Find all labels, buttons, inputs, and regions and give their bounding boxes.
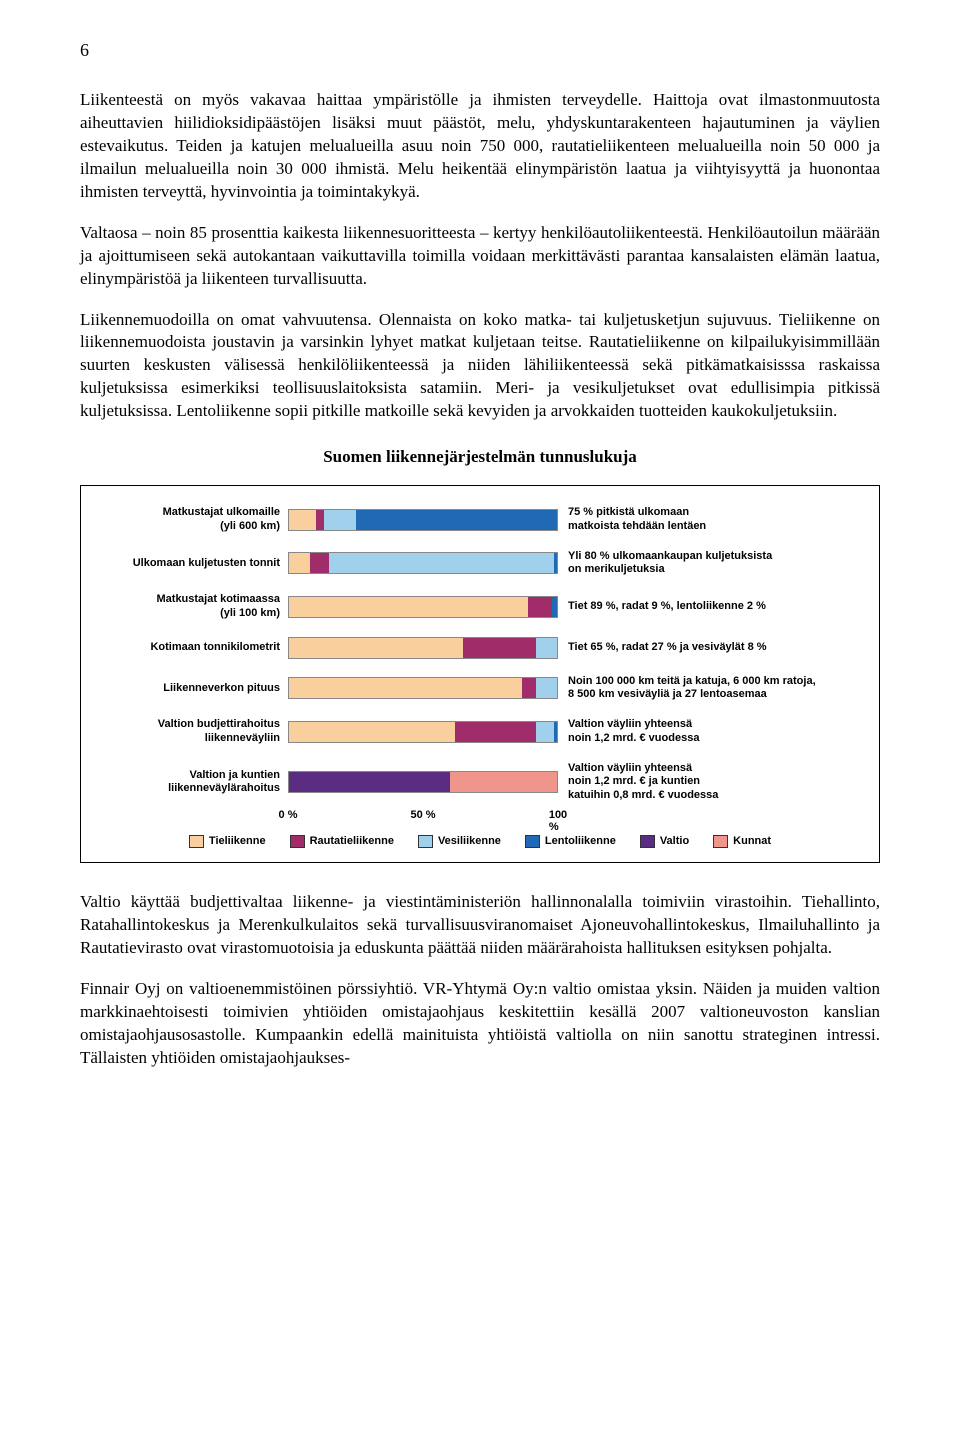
chart-rows: Matkustajat ulkomaille(yli 600 km) 75 % p… [95,506,865,803]
chart-container: Matkustajat ulkomaille(yli 600 km) 75 % p… [80,485,880,863]
chart-row: Ulkomaan kuljetusten tonnit Yli 80 % ulko… [95,550,865,578]
bar-segment [552,597,557,617]
paragraph: Liikennemuodoilla on omat vahvuutensa. O… [80,309,880,424]
bar-segment [289,772,450,792]
row-annotation: Noin 100 000 km teitä ja katuja, 6 000 k… [558,675,865,703]
bar-segment [536,638,557,658]
bar-segment [310,553,329,573]
row-annotation: Valtion väyliin yhteensänoin 1,2 mrd. € … [558,762,865,803]
row-label: Valtion ja kuntienliikenneväylärahoitus [95,769,288,797]
paragraph: Finnair Oyj on valtioenemmistöinen pörss… [80,978,880,1070]
paragraph: Liikenteestä on myös vakavaa haittaa ymp… [80,89,880,204]
document-page: 6 Liikenteestä on myös vakavaa haittaa y… [0,0,960,1128]
legend-label: Vesiliikenne [438,835,501,847]
bar-segment [536,678,557,698]
legend-item: Valtio [640,835,689,848]
bar-track [288,509,558,531]
axis-tick: 50 % [410,809,435,821]
legend-label: Lentoliikenne [545,835,616,847]
legend-item: Lentoliikenne [525,835,616,848]
paragraph: Valtaosa – noin 85 prosenttia kaikesta l… [80,222,880,291]
row-label: Ulkomaan kuljetusten tonnit [95,557,288,571]
row-annotation: 75 % pitkistä ulkomaanmatkoista tehdään … [558,506,865,534]
row-annotation: Yli 80 % ulkomaankaupan kuljetuksistaon … [558,550,865,578]
legend-swatch [290,835,305,848]
axis-tick: 0 % [279,809,298,821]
bar-segment [289,510,316,530]
bar-segment [356,510,557,530]
legend-label: Tieliikenne [209,835,266,847]
bar-track [288,552,558,574]
legend-label: Kunnat [733,835,771,847]
row-annotation: Valtion väyliin yhteensänoin 1,2 mrd. € … [558,718,865,746]
legend-item: Tieliikenne [189,835,266,848]
chart-title: Suomen liikennejärjestelmän tunnuslukuja [80,447,880,467]
bar-segment [289,597,528,617]
bar-segment [455,722,535,742]
bar-segment [289,553,310,573]
bar-segment [316,510,324,530]
legend-item: Rautatieliikenne [290,835,394,848]
page-number: 6 [80,40,880,61]
axis-tick: 100 % [549,809,567,833]
row-label: Matkustajat kotimaassa(yli 100 km) [95,593,288,621]
row-annotation: Tiet 65 %, radat 27 % ja vesiväylät 8 % [558,641,865,655]
bar-segment [463,638,535,658]
bar-segment [289,638,463,658]
legend-swatch [713,835,728,848]
bar-track [288,637,558,659]
row-annotation: Tiet 89 %, radat 9 %, lentoliikenne 2 % [558,600,865,614]
chart-row: Valtion budjettirahoitusliikenneväyliin V… [95,718,865,746]
legend-item: Vesiliikenne [418,835,501,848]
bar-segment [324,510,356,530]
legend-swatch [525,835,540,848]
chart-row: Liikenneverkon pituus Noin 100 000 km tei… [95,675,865,703]
legend-label: Rautatieliikenne [310,835,394,847]
legend-swatch [418,835,433,848]
bar-track [288,677,558,699]
row-label: Kotimaan tonnikilometrit [95,641,288,655]
bar-segment [554,553,557,573]
legend-label: Valtio [660,835,689,847]
bar-segment [289,722,455,742]
chart-row: Kotimaan tonnikilometrit Tiet 65 %, radat… [95,637,865,659]
row-label: Liikenneverkon pituus [95,682,288,696]
bar-segment [289,678,522,698]
bar-track [288,721,558,743]
chart-legend: Tieliikenne Rautatieliikenne Vesiliikenne L… [95,835,865,848]
row-label: Matkustajat ulkomaille(yli 600 km) [95,506,288,534]
row-label: Valtion budjettirahoitusliikenneväyliin [95,718,288,746]
chart-row: Matkustajat ulkomaille(yli 600 km) 75 % p… [95,506,865,534]
bar-segment [554,722,557,742]
bar-segment [522,678,535,698]
legend-swatch [189,835,204,848]
chart-row: Valtion ja kuntienliikenneväylärahoitus V… [95,762,865,803]
bar-segment [450,772,557,792]
bar-segment [528,597,552,617]
chart-row: Matkustajat kotimaassa(yli 100 km) Tiet 8… [95,593,865,621]
legend-item: Kunnat [713,835,771,848]
bar-segment [329,553,554,573]
bar-track [288,771,558,793]
legend-swatch [640,835,655,848]
bar-segment [536,722,555,742]
paragraph: Valtio käyttää budjettivaltaa liikenne- … [80,891,880,960]
bar-track [288,596,558,618]
